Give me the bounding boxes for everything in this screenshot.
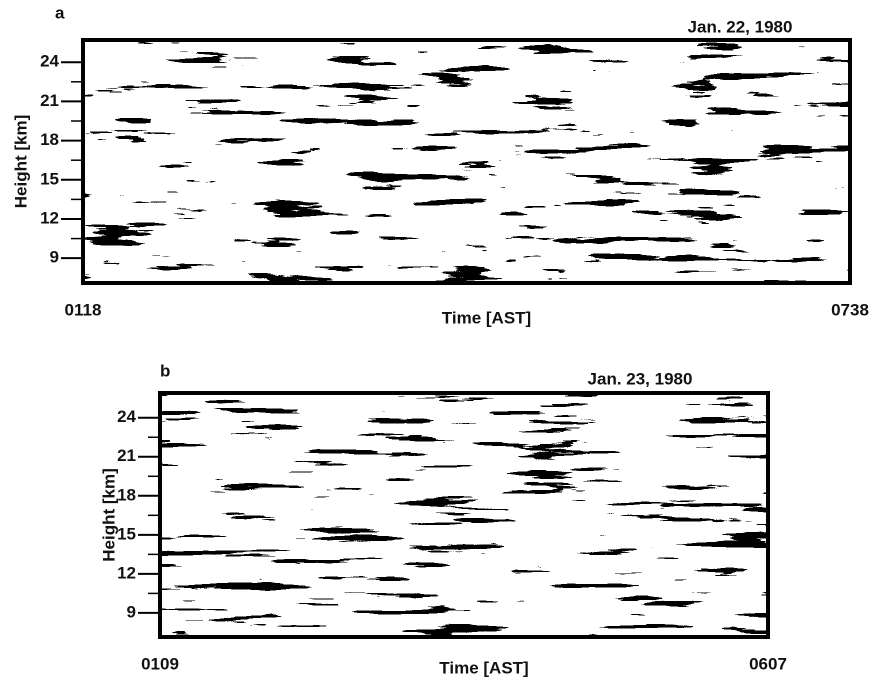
y-tick-label: 24 <box>40 52 59 71</box>
plot-frame <box>81 38 852 285</box>
y-tick-label: 21 <box>117 446 136 465</box>
y-axis-label: Height [km] <box>99 468 118 562</box>
y-tick-label: 12 <box>117 563 136 582</box>
x-axis-label: Time [AST] <box>442 308 531 327</box>
y-tick-label: 15 <box>40 169 59 188</box>
y-tick-label: 12 <box>40 208 59 227</box>
x-tick-label: 0109 <box>141 654 179 673</box>
x-tick-label: 0738 <box>831 300 869 319</box>
x-tick-label: 0118 <box>65 300 102 319</box>
y-tick-label: 9 <box>127 602 136 621</box>
panel-date: Jan. 22, 1980 <box>688 17 793 36</box>
echo-texture <box>160 393 768 637</box>
y-tick-label: 21 <box>40 91 59 110</box>
panel-label: b <box>160 361 170 380</box>
x-axis-label: Time [AST] <box>439 658 528 677</box>
y-tick-label: 24 <box>117 407 136 426</box>
x-tick-label: 0607 <box>749 654 787 673</box>
echo-texture <box>83 40 850 283</box>
y-axis-label: Height [km] <box>11 115 30 209</box>
y-tick-label: 15 <box>117 524 136 543</box>
panel-date: Jan. 23, 1980 <box>588 369 693 388</box>
y-tick-label: 9 <box>50 248 59 267</box>
y-tick-label: 18 <box>40 130 59 149</box>
y-tick-label: 18 <box>117 485 136 504</box>
panel-label: a <box>55 3 65 22</box>
